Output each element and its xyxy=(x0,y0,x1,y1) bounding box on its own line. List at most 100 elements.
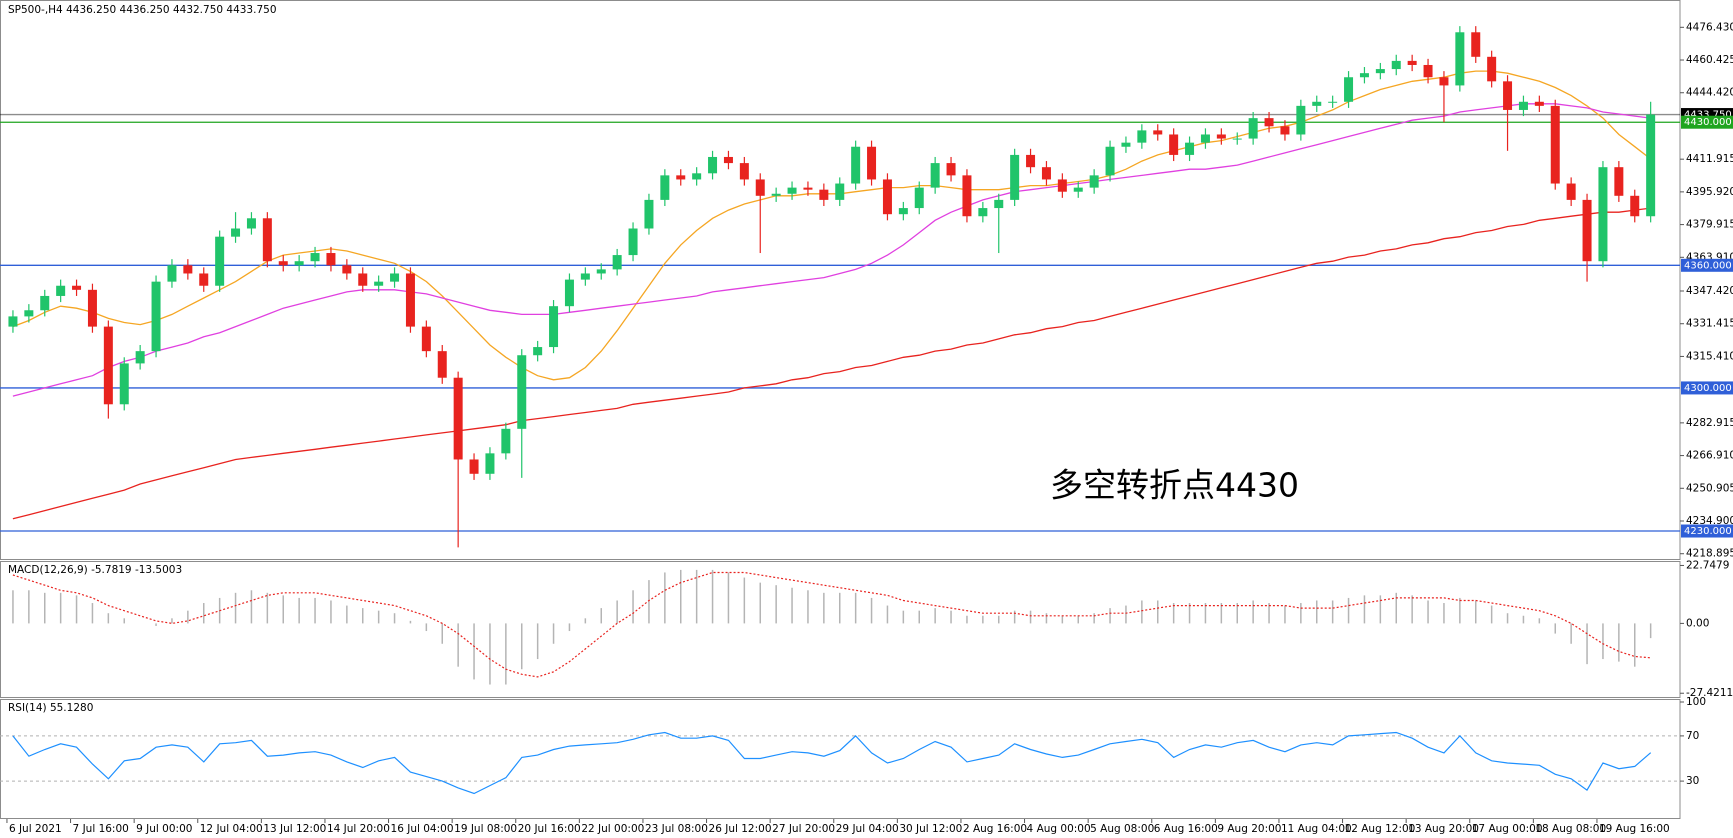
candle-body xyxy=(946,163,956,176)
level-label: 4230.000 xyxy=(1684,526,1732,537)
price-panel xyxy=(0,0,1681,560)
macd-title: MACD(12,26,9) -5.7819 -13.5003 xyxy=(8,564,182,576)
candle-body xyxy=(1312,101,1322,106)
y-tick-label: -27.4211 xyxy=(1686,687,1733,699)
x-tick-label: 19 Jul 08:00 xyxy=(454,823,517,835)
y-tick-label: 100 xyxy=(1686,696,1706,708)
candle-body xyxy=(326,253,336,266)
candle-body xyxy=(294,261,304,266)
candle-body xyxy=(485,453,495,474)
candle-body xyxy=(437,351,447,378)
candle-body xyxy=(1487,56,1497,82)
candle-body xyxy=(819,189,829,200)
x-tick-label: 29 Jul 04:00 xyxy=(836,823,899,835)
candle-body xyxy=(1026,154,1036,168)
candle-body xyxy=(310,253,320,262)
candle-body xyxy=(596,269,606,274)
candle-body xyxy=(1010,154,1020,200)
candle-body xyxy=(755,179,765,196)
candle-body xyxy=(517,355,527,429)
candle-body xyxy=(898,208,908,215)
candle-body xyxy=(24,310,34,317)
candle-body xyxy=(40,295,50,311)
x-tick-label: 9 Aug 20:00 xyxy=(1217,823,1281,835)
candle-body xyxy=(1041,167,1051,180)
moving-average xyxy=(12,207,1651,520)
y-tick-label: 4395.920 xyxy=(1686,186,1733,198)
x-tick-label: 30 Jul 12:00 xyxy=(899,823,962,835)
candle-body xyxy=(231,228,241,237)
y-tick-label: 4444.420 xyxy=(1686,87,1733,99)
candle-body xyxy=(151,281,161,352)
x-tick-label: 18 Aug 08:00 xyxy=(1535,823,1606,835)
candle-body xyxy=(771,193,781,196)
x-tick-label: 6 Jul 2021 xyxy=(9,823,62,835)
level-label: 4433.750 xyxy=(1684,110,1732,121)
x-tick-label: 17 Aug 00:00 xyxy=(1472,823,1543,835)
candle-body xyxy=(1646,114,1656,217)
x-tick-label: 27 Jul 20:00 xyxy=(772,823,835,835)
y-tick-label: 30 xyxy=(1686,775,1699,787)
candle-body xyxy=(1471,32,1481,57)
candle-body xyxy=(549,306,559,348)
y-tick-label: 4331.415 xyxy=(1686,318,1733,330)
y-tick-label: 4347.420 xyxy=(1686,285,1733,297)
candle-body xyxy=(374,281,384,286)
candle-body xyxy=(1582,199,1592,262)
x-tick-label: 26 Jul 12:00 xyxy=(709,823,772,835)
candle-body xyxy=(533,347,543,356)
candle-body xyxy=(215,236,225,286)
x-tick-label: 19 Aug 16:00 xyxy=(1599,823,1670,835)
candle-body xyxy=(453,377,463,460)
candle-body xyxy=(1121,142,1131,147)
candle-body xyxy=(644,199,654,229)
candle-body xyxy=(723,156,733,164)
candle-body xyxy=(803,187,813,190)
candle-body xyxy=(501,428,511,454)
x-tick-label: 12 Jul 04:00 xyxy=(200,823,263,835)
candle-body xyxy=(962,175,972,217)
candle-body xyxy=(1264,118,1274,127)
plot-layer: 4476.430 4460.425 4444.420 4411.915 4395.920… xyxy=(0,21,1733,835)
candle-body xyxy=(1534,101,1544,106)
candle-body xyxy=(1280,126,1290,135)
y-tick-label: 22.7479 xyxy=(1686,559,1729,571)
candle-body xyxy=(1550,105,1560,184)
candle-body xyxy=(183,265,193,274)
rsi-title: RSI(14) 55.1280 xyxy=(8,702,93,714)
x-tick-label: 23 Jul 08:00 xyxy=(645,823,708,835)
candle-body xyxy=(914,187,924,209)
x-tick-label: 22 Jul 00:00 xyxy=(581,823,644,835)
y-tick-label: 4411.915 xyxy=(1686,153,1733,165)
candle-body xyxy=(1375,69,1385,74)
x-tick-label: 6 Aug 16:00 xyxy=(1154,823,1218,835)
candle-body xyxy=(199,273,209,286)
candle-body xyxy=(1328,101,1338,103)
candle-body xyxy=(1073,187,1083,192)
y-tick-label: 4218.895 xyxy=(1686,548,1733,560)
candle-body xyxy=(103,326,113,405)
candle-body xyxy=(628,228,638,256)
candle-body xyxy=(1439,77,1449,86)
candle-body xyxy=(676,175,686,180)
y-tick-label: 4282.915 xyxy=(1686,417,1733,429)
candle-body xyxy=(930,163,940,188)
x-tick-label: 16 Jul 04:00 xyxy=(391,823,454,835)
candle-body xyxy=(405,273,415,327)
candle-body xyxy=(692,173,702,180)
candle-body xyxy=(1296,105,1306,135)
candle-body xyxy=(1057,179,1067,192)
candle-body xyxy=(994,199,1004,209)
level-label-box xyxy=(1681,115,1733,129)
candle-body xyxy=(708,156,718,174)
y-tick-label: 0.00 xyxy=(1686,617,1709,629)
y-tick-label: 4234.900 xyxy=(1686,515,1733,527)
candle-body xyxy=(1200,134,1210,143)
candle-body xyxy=(1344,77,1354,102)
candle-body xyxy=(278,261,288,266)
x-tick-label: 11 Aug 04:00 xyxy=(1281,823,1352,835)
candle-body xyxy=(580,273,590,280)
